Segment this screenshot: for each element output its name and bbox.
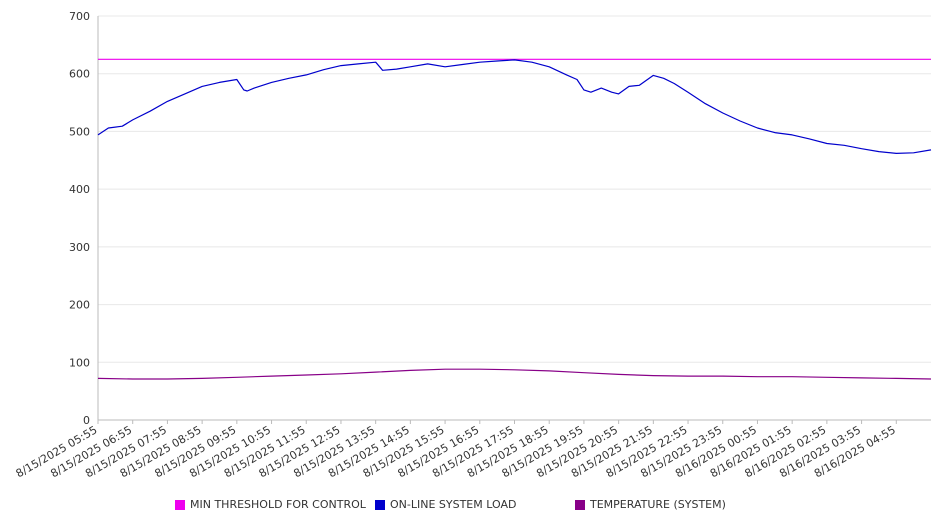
x-tick-labels: 8/15/2025 05:558/15/2025 06:558/15/2025 … bbox=[14, 423, 898, 480]
y-tick-label: 300 bbox=[69, 241, 90, 254]
grid-lines bbox=[98, 15, 931, 363]
legend-label-threshold: MIN THRESHOLD FOR CONTROL bbox=[190, 498, 366, 511]
legend-item-temperature[interactable]: TEMPERATURE (SYSTEM) bbox=[575, 498, 726, 511]
legend-label-system-load: ON-LINE SYSTEM LOAD bbox=[390, 498, 517, 511]
y-tick-label: 600 bbox=[69, 68, 90, 81]
legend-swatch-system-load bbox=[375, 499, 385, 510]
legend-item-threshold[interactable]: MIN THRESHOLD FOR CONTROL bbox=[175, 498, 366, 511]
legend-item-system-load[interactable]: ON-LINE SYSTEM LOAD bbox=[375, 498, 516, 511]
legend-swatch-temperature bbox=[575, 499, 585, 510]
y-tick-label: 100 bbox=[69, 356, 90, 369]
temperature-line bbox=[97, 368, 932, 380]
y-tick-label: 0 bbox=[83, 414, 90, 427]
legend-label-temperature: TEMPERATURE (SYSTEM) bbox=[590, 498, 726, 511]
system-load-line bbox=[97, 59, 932, 154]
y-tick-label: 700 bbox=[69, 10, 90, 23]
axes bbox=[97, 16, 931, 424]
series-lines bbox=[97, 58, 932, 380]
y-tick-label: 200 bbox=[69, 299, 90, 312]
y-tick-labels: 0 100 200 300 400 500 600 700 bbox=[69, 10, 90, 427]
legend: MIN THRESHOLD FOR CONTROL ON-LINE SYSTEM… bbox=[0, 498, 946, 514]
y-tick-label: 400 bbox=[69, 183, 90, 196]
legend-swatch-threshold bbox=[175, 499, 185, 510]
y-tick-label: 500 bbox=[69, 125, 90, 138]
